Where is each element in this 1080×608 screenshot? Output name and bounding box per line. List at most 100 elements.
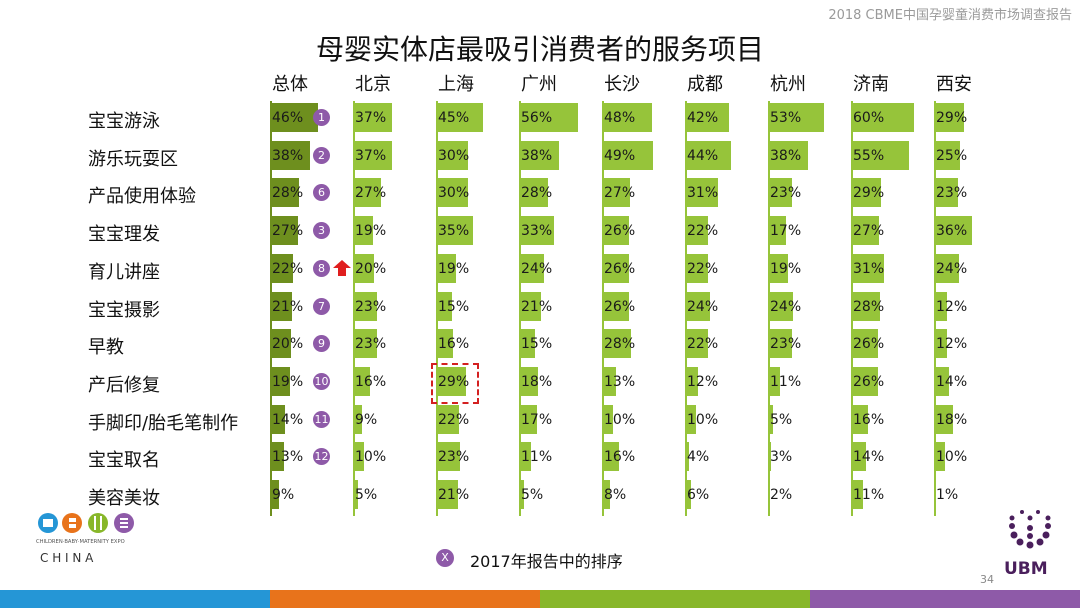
- bar: [768, 103, 824, 132]
- bar: [934, 103, 965, 132]
- legend-rank-symbol: X: [436, 549, 454, 567]
- bar-value-label: 21%: [438, 487, 470, 503]
- bar: [685, 291, 711, 321]
- column-header: 西安: [936, 74, 972, 95]
- row-label: 手脚印/胎毛笔制作: [88, 412, 239, 434]
- bar-value-label: 15%: [521, 336, 553, 353]
- bar-value-label: 22%: [687, 260, 719, 277]
- bar-value-label: 27%: [853, 223, 885, 240]
- cbme-subtitle: CHILDREN·BABY·MATERNITY EXPO: [36, 539, 125, 545]
- row-label: 美容美妆: [88, 488, 160, 509]
- bar: [934, 216, 972, 246]
- bar-value-label: 42%: [687, 110, 719, 126]
- bar: [270, 253, 294, 283]
- bar: [270, 140, 310, 170]
- bar-value-label: 24%: [521, 260, 553, 277]
- bar: [353, 140, 392, 170]
- bar-value-label: 27%: [272, 223, 304, 240]
- bar-value-label: 24%: [687, 298, 719, 315]
- cbme-china: C H I N A: [40, 551, 94, 565]
- bar: [353, 404, 363, 434]
- bar: [436, 329, 453, 359]
- bar: [353, 216, 373, 246]
- bar-value-label: 23%: [770, 336, 802, 353]
- bar: [934, 178, 959, 208]
- bar-value-label: 44%: [687, 147, 719, 164]
- chart-title: 母婴实体店最吸引消费者的服务项目: [315, 33, 764, 66]
- bar: [436, 103, 484, 132]
- bar-value-label: 5%: [521, 487, 544, 503]
- bar-value-label: 4%: [687, 449, 710, 466]
- bar: [851, 442, 866, 472]
- rank-2017-badge: 12: [313, 448, 330, 466]
- bar-value-label: 9%: [355, 411, 378, 428]
- bar-value-label: 36%: [936, 223, 968, 240]
- bar-value-label: 16%: [853, 411, 885, 428]
- column-header: 成都: [687, 74, 723, 95]
- bar-value-label: 14%: [272, 411, 304, 428]
- bar-value-label: 27%: [355, 185, 387, 202]
- bar-value-label: 60%: [853, 110, 885, 126]
- bar-value-label: 22%: [272, 260, 304, 277]
- bar-value-label: 12%: [936, 298, 968, 315]
- bar: [270, 442, 284, 472]
- bar: [519, 291, 542, 321]
- bar: [685, 103, 730, 132]
- rank-2017-badge: 1: [313, 109, 330, 126]
- legend-text: 2017年报告中的排序: [470, 552, 623, 571]
- bar: [685, 480, 692, 509]
- bar: [519, 480, 525, 509]
- bar-value-label: 28%: [853, 298, 885, 315]
- bar: [768, 253, 788, 283]
- bar-value-label: 29%: [936, 110, 968, 126]
- bar: [436, 480, 459, 509]
- bar: [851, 103, 914, 132]
- bar: [270, 291, 293, 321]
- cbme-logo: CHILDREN·BABY·MATERNITY EXPO C H I N A: [36, 513, 134, 565]
- rank-2017-badge: 7: [313, 297, 330, 315]
- bar: [602, 216, 630, 246]
- bar-value-label: 24%: [936, 260, 968, 277]
- bar: [685, 366, 698, 396]
- bar: [270, 103, 319, 132]
- bar-value-label: 27%: [604, 185, 636, 202]
- bar: [602, 253, 630, 283]
- bar-value-label: 8%: [604, 487, 627, 503]
- bar: [519, 178, 549, 208]
- bar: [436, 366, 467, 396]
- bar: [519, 253, 545, 283]
- rank-2017-badge: 10: [313, 372, 330, 390]
- bar-value-label: 13%: [604, 373, 636, 390]
- bar: [851, 140, 909, 170]
- column-header: 长沙: [604, 74, 640, 95]
- bar-value-label: 29%: [438, 373, 470, 390]
- bar-value-label: 49%: [604, 147, 636, 164]
- bar-value-label: 20%: [355, 260, 387, 277]
- bar-value-label: 21%: [272, 298, 304, 315]
- bar-value-label: 21%: [521, 298, 553, 315]
- column-header: 上海: [438, 74, 474, 95]
- bar: [768, 480, 771, 509]
- bar: [519, 140, 559, 170]
- bar-value-label: 28%: [272, 185, 304, 202]
- bar-value-label: 16%: [355, 373, 387, 390]
- bar-value-label: 17%: [770, 223, 802, 240]
- bar-value-label: 46%: [272, 110, 304, 126]
- bar: [602, 140, 654, 170]
- bar-value-label: 35%: [438, 223, 470, 240]
- bar-value-label: 5%: [355, 487, 378, 503]
- bar-value-label: 26%: [853, 336, 885, 353]
- row-label: 宝宝摄影: [88, 299, 160, 321]
- report-header: 2018 CBME中国孕婴童消费市场调查报告: [828, 8, 1072, 23]
- bar-value-label: 10%: [604, 411, 636, 428]
- bar-value-label: 37%: [355, 110, 387, 126]
- bar-value-label: 23%: [936, 185, 968, 202]
- bar-value-label: 48%: [604, 110, 636, 126]
- column-header: 北京: [355, 74, 391, 95]
- bar: [519, 103, 578, 132]
- bar: [685, 253, 709, 283]
- bar-value-label: 19%: [355, 223, 387, 240]
- bar: [436, 291, 452, 321]
- footer-color-segment: [0, 590, 270, 608]
- page-number: 34: [980, 573, 994, 586]
